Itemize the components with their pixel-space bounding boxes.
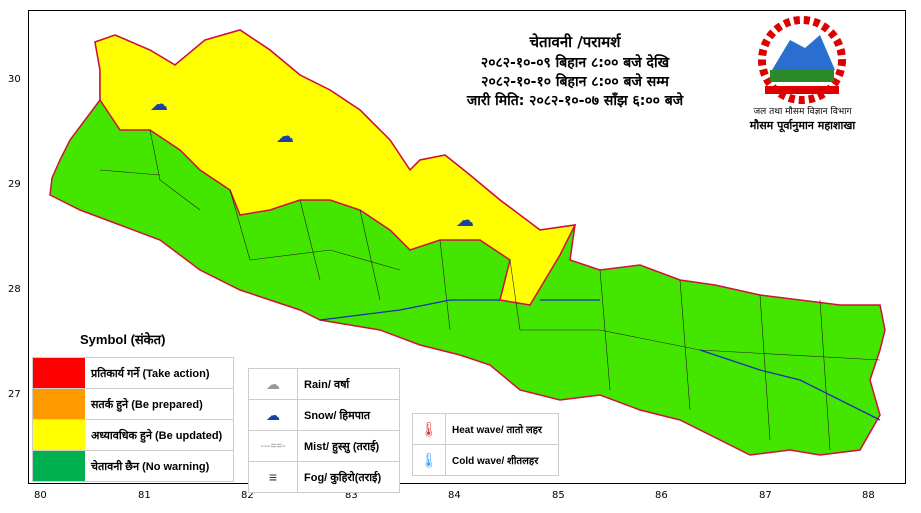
x-tick: 88	[862, 490, 875, 501]
logo-emblem	[758, 16, 846, 104]
x-tick: 80	[34, 490, 47, 501]
issued-date: जारी मिति: २०८२-१०-०७ साँझ ६:०० बजे	[466, 93, 684, 109]
legend-label: Snow/ हिमपात	[304, 409, 371, 422]
mist-icon: ---==-	[249, 431, 298, 461]
legend-label: Cold wave/ शीतलहर	[452, 456, 539, 467]
province-boundaries	[319, 299, 881, 421]
legend-no-warning: चेतावनी छैन (No warning)	[33, 451, 233, 481]
department-name: जल तथा मौसम विज्ञान विभाग	[753, 107, 852, 117]
legend-be-updated: अध्यावधिक हुने (Be updated)	[33, 420, 233, 451]
y-tick: 30	[8, 74, 21, 85]
x-tick: 81	[138, 490, 151, 501]
legend-label: Mist/ हुस्सु (तराई)	[304, 440, 380, 453]
color-swatch	[33, 389, 85, 419]
snow-cloud-icon: ☁	[456, 210, 474, 231]
snow-cloud-icon: ☁	[276, 126, 294, 147]
fog-icon: ≡	[249, 462, 298, 492]
snow-cloud-icon: ☁	[150, 94, 168, 115]
x-tick: 83	[345, 490, 358, 501]
legend-label: चेतावनी छैन (No warning)	[91, 460, 210, 473]
color-swatch	[33, 420, 85, 450]
legend-label: प्रतिकार्य गर्ने (Take action)	[91, 367, 210, 380]
warning-title: चेतावनी /परामर्श	[529, 33, 621, 51]
heat-thermometer-icon: 🌡	[413, 414, 446, 444]
y-tick: 28	[8, 284, 21, 295]
weather-symbol-legend: ☁ Rain/ वर्षा ☁ Snow/ हिमपात ---==- Mist/ ह…	[248, 368, 400, 493]
rain-cloud-icon: ☁	[249, 369, 298, 399]
legend-take-action: प्रतिकार्य गर्ने (Take action)	[33, 358, 233, 389]
cold-thermometer-icon: 🌡	[413, 445, 446, 475]
color-swatch	[33, 451, 85, 481]
legend-label: अध्यावधिक हुने (Be updated)	[91, 429, 223, 442]
x-tick: 82	[241, 490, 254, 501]
temperature-legend: 🌡 Heat wave/ तातो लहर 🌡 Cold wave/ शीतलहर	[412, 413, 559, 476]
map-frame	[28, 10, 906, 484]
legend-label: सतर्क हुने (Be prepared)	[91, 398, 203, 411]
x-tick: 85	[552, 490, 565, 501]
be-updated-region	[94, 29, 577, 306]
legend-label: Heat wave/ तातो लहर	[452, 425, 543, 436]
y-tick: 29	[8, 179, 21, 190]
color-swatch	[33, 358, 85, 388]
valid-from: २०८२-१०-०९ बिहान ८:०० बजे देखि	[480, 55, 670, 71]
x-tick: 86	[655, 490, 668, 501]
division-name: मौसम पूर्वानुमान महाशाखा	[749, 119, 856, 132]
warning-level-legend: प्रतिकार्य गर्ने (Take action) सतर्क हुन…	[32, 357, 234, 482]
legend-be-prepared: सतर्क हुने (Be prepared)	[33, 389, 233, 420]
x-tick: 84	[448, 490, 461, 501]
district-boundaries	[99, 129, 881, 451]
valid-to: २०८२-१०-१० बिहान ८:०० बजे सम्म	[481, 74, 669, 90]
snow-icons: ☁ ☁ ☁	[150, 94, 474, 231]
legend-label: Fog/ कुहिरो(तराई)	[304, 471, 382, 484]
y-tick: 27	[8, 389, 21, 400]
legend-label: Rain/ वर्षा	[304, 378, 350, 391]
snow-cloud-icon: ☁	[249, 400, 298, 430]
legend-title: Symbol (संकेत)	[80, 332, 166, 347]
x-tick: 87	[759, 490, 772, 501]
